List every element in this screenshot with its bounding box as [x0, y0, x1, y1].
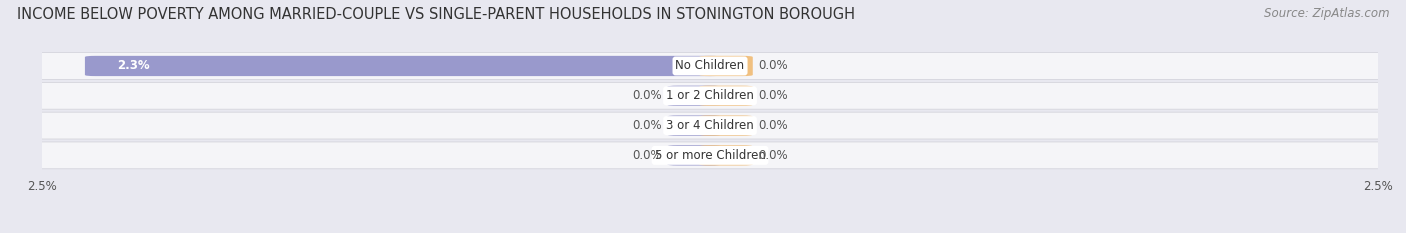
Text: 0.0%: 0.0%	[758, 119, 787, 132]
FancyBboxPatch shape	[31, 142, 1389, 169]
FancyBboxPatch shape	[699, 115, 752, 136]
FancyBboxPatch shape	[699, 86, 752, 106]
Text: 0.0%: 0.0%	[633, 149, 662, 162]
FancyBboxPatch shape	[668, 115, 721, 136]
FancyBboxPatch shape	[31, 82, 1389, 109]
Text: No Children: No Children	[675, 59, 745, 72]
FancyBboxPatch shape	[31, 53, 1389, 79]
Text: INCOME BELOW POVERTY AMONG MARRIED-COUPLE VS SINGLE-PARENT HOUSEHOLDS IN STONING: INCOME BELOW POVERTY AMONG MARRIED-COUPL…	[17, 7, 855, 22]
Text: 0.0%: 0.0%	[633, 119, 662, 132]
FancyBboxPatch shape	[668, 145, 721, 165]
Text: 2.3%: 2.3%	[117, 59, 149, 72]
Text: 0.0%: 0.0%	[758, 59, 787, 72]
Text: 0.0%: 0.0%	[633, 89, 662, 102]
Text: 5 or more Children: 5 or more Children	[655, 149, 765, 162]
Text: 1 or 2 Children: 1 or 2 Children	[666, 89, 754, 102]
Text: Source: ZipAtlas.com: Source: ZipAtlas.com	[1264, 7, 1389, 20]
Text: 0.0%: 0.0%	[758, 89, 787, 102]
FancyBboxPatch shape	[699, 56, 752, 76]
FancyBboxPatch shape	[699, 145, 752, 165]
FancyBboxPatch shape	[31, 112, 1389, 139]
Text: 3 or 4 Children: 3 or 4 Children	[666, 119, 754, 132]
FancyBboxPatch shape	[668, 86, 721, 106]
Text: 0.0%: 0.0%	[758, 149, 787, 162]
FancyBboxPatch shape	[84, 56, 721, 76]
